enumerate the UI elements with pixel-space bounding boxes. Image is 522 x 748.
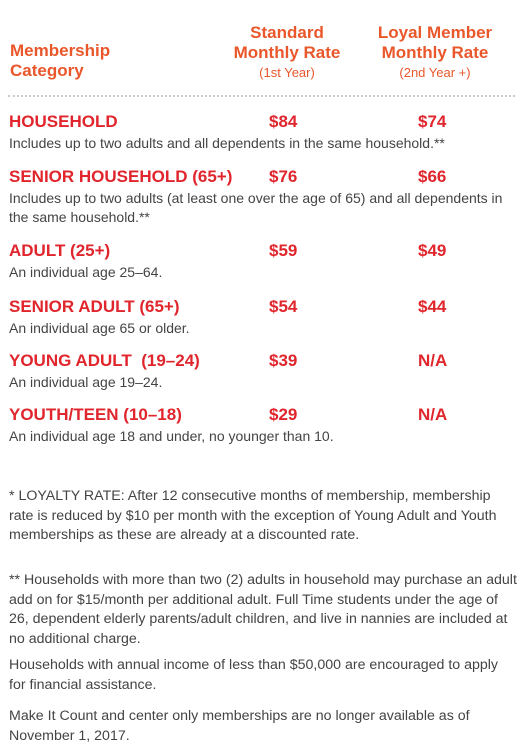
standard-rate: $29 [269,405,298,424]
separator [8,95,515,97]
header-loyal: (2nd Year +) [399,65,471,80]
standard-rate: $59 [269,241,298,260]
description: Includes up to two adults and all depend… [9,135,445,151]
loyal-rate: $49 [418,241,447,260]
note: ** Households with more than two (2) adu… [9,572,517,647]
description: Includes up to two adults (at least one … [9,190,503,225]
loyal-rate: $74 [418,112,447,131]
description: An individual age 19–24. [9,374,163,390]
category: ADULT (25+) [9,241,111,260]
note: * LOYALTY RATE: After 12 consecutive mon… [9,488,497,544]
header-loyal: Loyal Member [377,23,493,42]
category: HOUSEHOLD [9,112,118,131]
description: An individual age 65 or older. [9,320,190,336]
standard-rate: $54 [269,297,298,316]
category: YOUNG ADULT (19–24) [9,351,200,370]
category: SENIOR HOUSEHOLD (65+) [9,167,233,186]
description: An individual age 25–64. [9,264,163,280]
header-standard: Monthly Rate [233,43,341,62]
loyal-rate: $44 [418,297,447,316]
standard-rate: $39 [269,351,298,370]
category: SENIOR ADULT (65+) [9,297,180,316]
header-loyal: Monthly Rate [381,43,489,62]
note: Households with annual income of less th… [9,657,499,693]
note: Make It Count and center only membership… [9,708,470,744]
standard-rate: $76 [269,167,298,186]
header-category: Membership [10,41,111,60]
header-category: Category [10,61,84,80]
standard-rate: $84 [269,112,298,131]
loyal-rate: N/A [418,405,448,424]
loyal-rate: $66 [418,167,447,186]
loyal-rate: N/A [418,351,448,370]
header-standard: Standard [250,23,324,42]
category: YOUTH/TEEN (10–18) [9,405,182,424]
description: An individual age 18 and under, no young… [9,428,334,444]
header-standard: (1st Year) [259,65,315,80]
